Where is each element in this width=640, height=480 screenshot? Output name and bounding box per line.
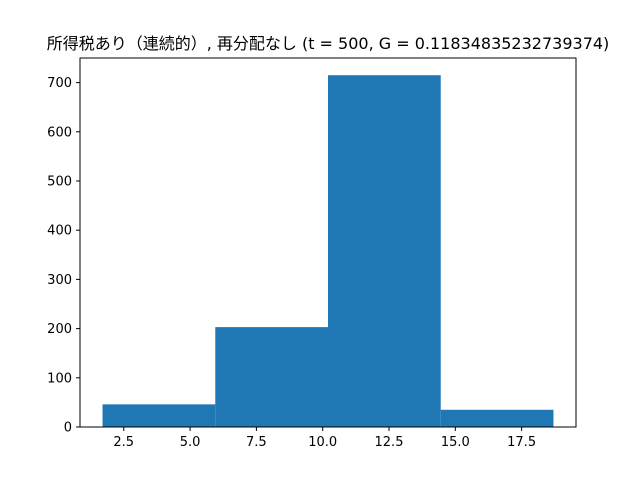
x-tick-label-4: 12.5 bbox=[375, 435, 404, 450]
y-tick-label-6: 600 bbox=[47, 125, 72, 140]
plot-frame bbox=[79, 57, 577, 428]
y-axis: 0 100 200 300 400 500 600 700 bbox=[47, 76, 80, 436]
bars-group bbox=[102, 75, 554, 427]
y-tick-label-2: 200 bbox=[47, 322, 72, 337]
x-tick-label-2: 7.5 bbox=[246, 435, 267, 450]
y-tick-label-5: 500 bbox=[47, 175, 72, 190]
histogram-bar-2 bbox=[328, 75, 441, 427]
y-tick-label-3: 300 bbox=[47, 273, 72, 288]
x-axis: 2.5 5.0 7.5 10.0 12.5 15.0 17.5 bbox=[113, 427, 536, 450]
histogram-bar-3 bbox=[440, 409, 554, 427]
y-tick-label-0: 0 bbox=[64, 421, 72, 436]
chart-title: 所得税あり（連続的）, 再分配なし (t = 500, G = 0.118348… bbox=[47, 34, 610, 53]
x-tick-label-5: 15.0 bbox=[441, 435, 470, 450]
histogram-bar-0 bbox=[102, 404, 216, 427]
y-tick-label-1: 100 bbox=[47, 371, 72, 386]
y-tick-label-7: 700 bbox=[47, 76, 72, 91]
x-tick-label-0: 2.5 bbox=[113, 435, 134, 450]
x-tick-label-6: 17.5 bbox=[507, 435, 536, 450]
x-tick-label-3: 10.0 bbox=[308, 435, 337, 450]
x-tick-label-1: 5.0 bbox=[180, 435, 201, 450]
histogram-bar-1 bbox=[215, 327, 328, 427]
y-tick-label-4: 400 bbox=[47, 224, 72, 239]
